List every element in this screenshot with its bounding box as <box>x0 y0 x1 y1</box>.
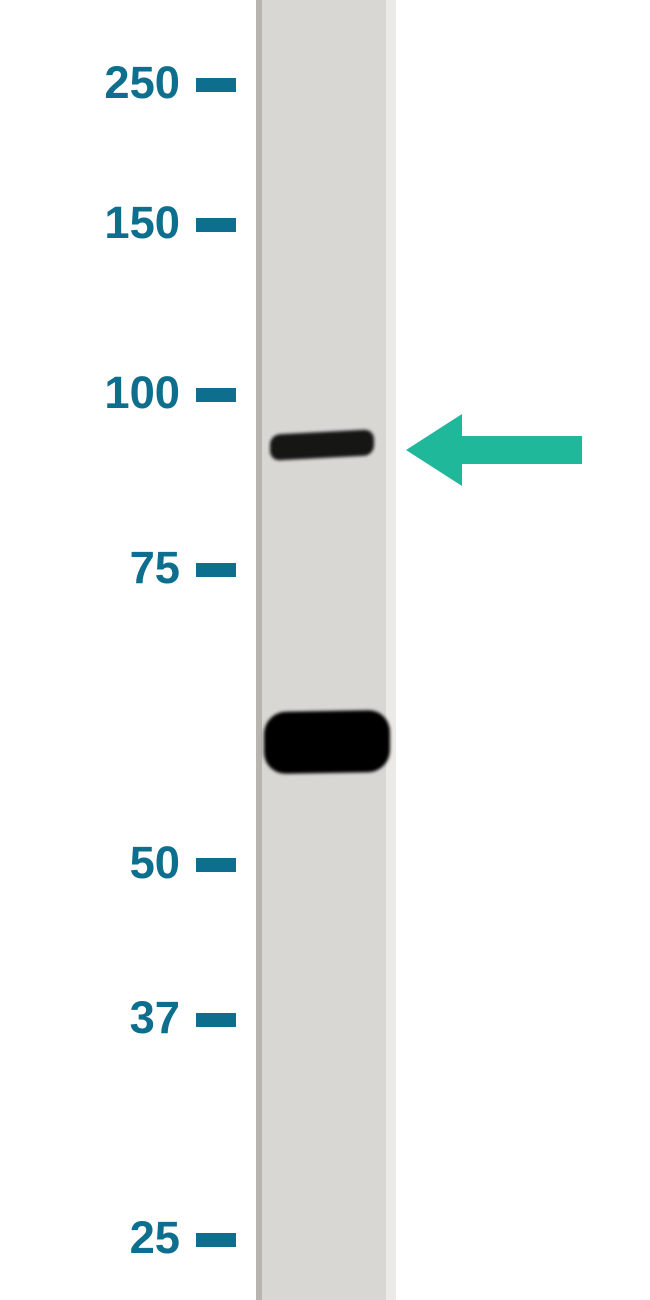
target-band-arrow <box>0 0 650 1300</box>
western-blot-figure: 25015010075503725 <box>0 0 650 1300</box>
arrow-shaft <box>462 436 582 464</box>
arrow-head-icon <box>406 414 462 486</box>
